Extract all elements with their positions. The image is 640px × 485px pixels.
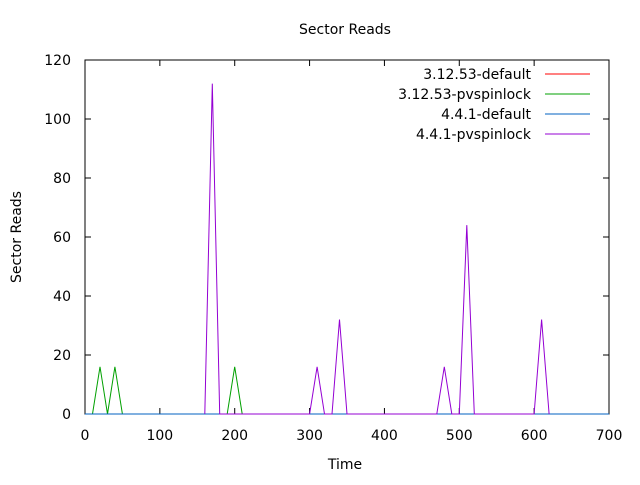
series-line-2 bbox=[92, 366, 243, 415]
legend-label: 4.4.1-default bbox=[441, 107, 531, 123]
series-line-4 bbox=[204, 83, 550, 415]
x-tick-label: 200 bbox=[221, 428, 248, 444]
x-tick-label: 0 bbox=[81, 428, 90, 444]
chart-title: Sector Reads bbox=[299, 22, 391, 38]
y-axis-label: Sector Reads bbox=[9, 191, 25, 283]
legend: 3.12.53-default 3.12.53-pvspinlock 4.4.1-d… bbox=[398, 67, 590, 143]
y-tick-label: 100 bbox=[44, 112, 71, 128]
y-tick-label: 120 bbox=[44, 53, 71, 69]
x-tick-label: 400 bbox=[371, 428, 398, 444]
x-axis-label: Time bbox=[327, 457, 362, 473]
x-tick-label: 300 bbox=[296, 428, 323, 444]
y-tick-label: 40 bbox=[53, 289, 71, 305]
x-tick-label: 100 bbox=[146, 428, 173, 444]
legend-label: 3.12.53-default bbox=[423, 67, 531, 83]
x-tick-label: 600 bbox=[521, 428, 548, 444]
x-tick-label: 700 bbox=[596, 428, 623, 444]
y-tick-label: 60 bbox=[53, 230, 71, 246]
x-tick-label: 500 bbox=[446, 428, 473, 444]
legend-label: 4.4.1-pvspinlock bbox=[416, 127, 532, 143]
plot-area: 0 100 200 300 400 500 600 700 0 20 40 60 80 100 120 bbox=[44, 53, 622, 444]
y-tick-label: 20 bbox=[53, 348, 71, 364]
y-tick-label: 0 bbox=[62, 407, 71, 423]
legend-label: 3.12.53-pvspinlock bbox=[398, 87, 532, 103]
y-tick-label: 80 bbox=[53, 171, 71, 187]
